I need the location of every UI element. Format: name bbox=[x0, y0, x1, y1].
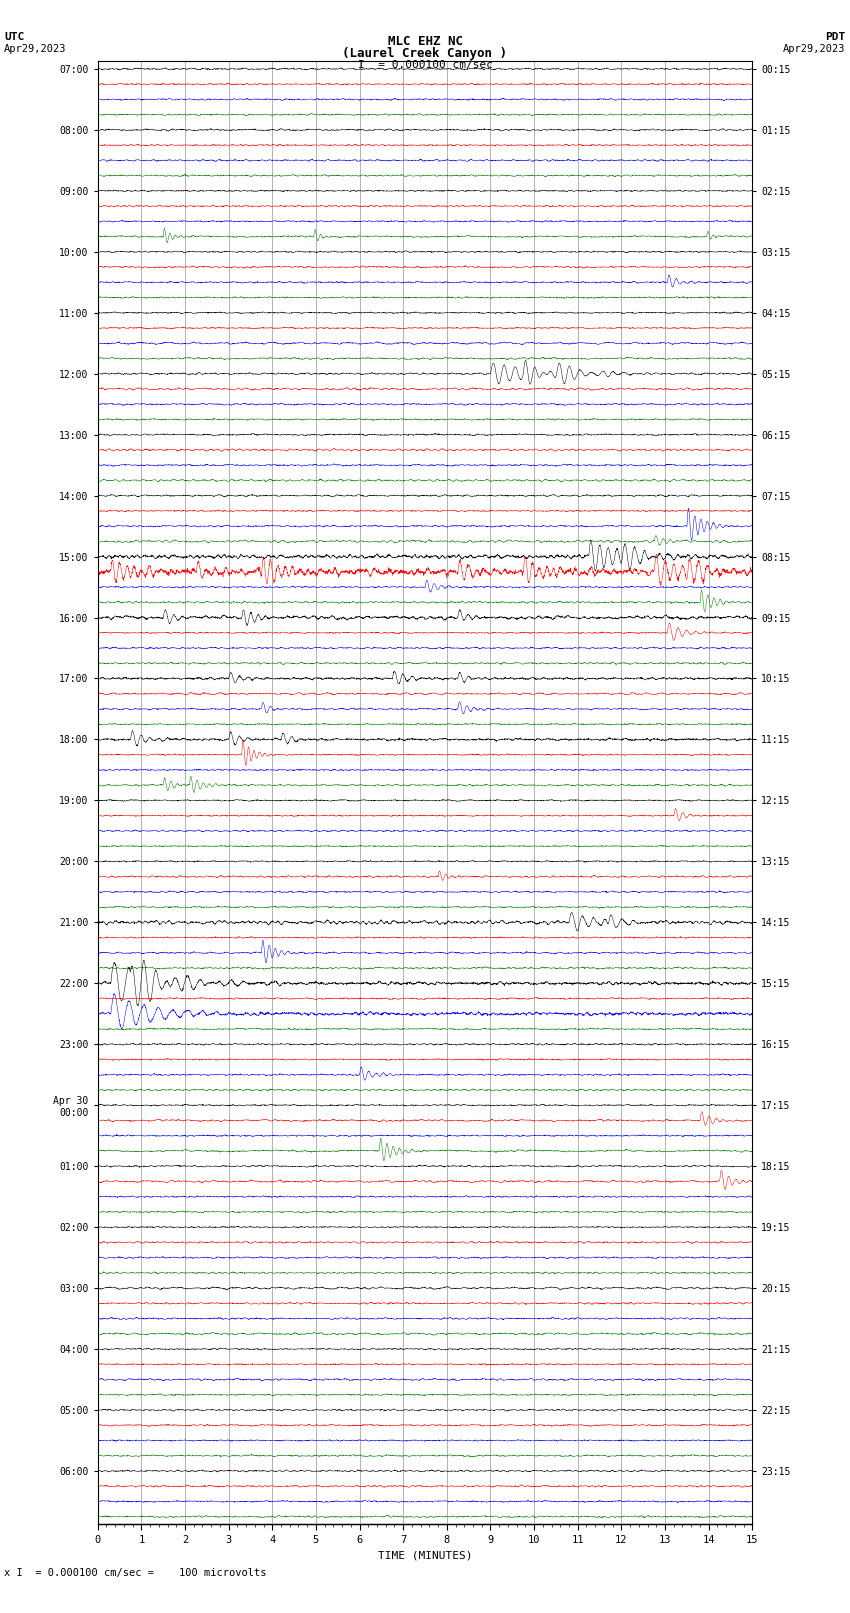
Text: I  = 0.000100 cm/sec: I = 0.000100 cm/sec bbox=[358, 60, 492, 69]
Text: MLC EHZ NC: MLC EHZ NC bbox=[388, 35, 462, 48]
X-axis label: TIME (MINUTES): TIME (MINUTES) bbox=[377, 1550, 473, 1560]
Text: x I  = 0.000100 cm/sec =    100 microvolts: x I = 0.000100 cm/sec = 100 microvolts bbox=[4, 1568, 267, 1578]
Text: UTC: UTC bbox=[4, 32, 25, 42]
Text: (Laurel Creek Canyon ): (Laurel Creek Canyon ) bbox=[343, 47, 507, 60]
Text: Apr29,2023: Apr29,2023 bbox=[783, 44, 846, 53]
Text: Apr29,2023: Apr29,2023 bbox=[4, 44, 67, 53]
Text: PDT: PDT bbox=[825, 32, 846, 42]
